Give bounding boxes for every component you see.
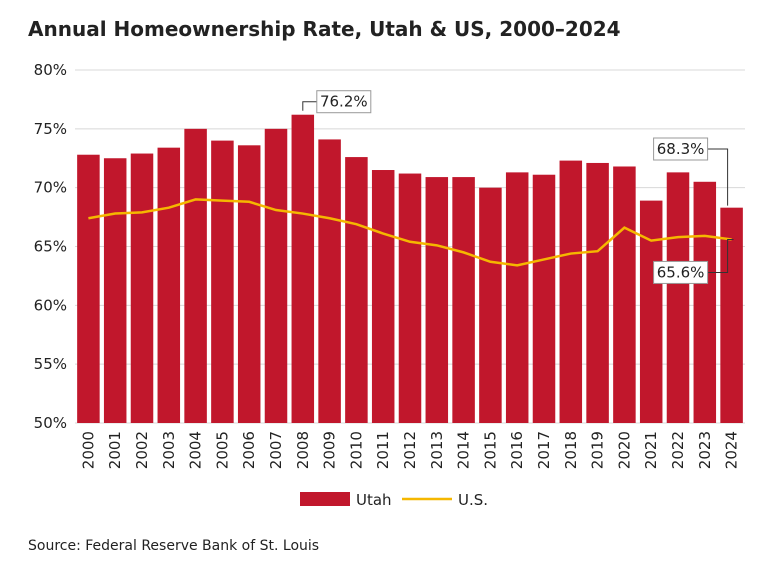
x-tick-label: 2011 (374, 431, 392, 469)
legend-label: Utah (356, 491, 392, 509)
bar (559, 160, 583, 423)
bar (532, 174, 556, 423)
y-tick-label: 70% (34, 179, 67, 197)
x-tick-label: 2022 (669, 431, 687, 469)
legend-swatch (300, 492, 350, 506)
y-tick-label: 80% (34, 61, 67, 79)
x-tick-label: 2000 (79, 431, 97, 469)
value-label: 65.6% (657, 263, 705, 281)
value-label: 76.2% (320, 93, 368, 111)
x-tick-label: 2023 (696, 431, 714, 469)
x-tick-label: 2007 (267, 431, 285, 469)
x-tick-label: 2006 (240, 431, 258, 469)
x-tick-label: 2001 (106, 431, 124, 469)
bar (613, 166, 636, 423)
chart-title: Annual Homeownership Rate, Utah & US, 20… (28, 17, 621, 41)
y-tick-label: 55% (34, 355, 67, 373)
x-tick-label: 2024 (723, 431, 741, 469)
bar (639, 200, 663, 423)
bar (371, 170, 395, 423)
x-tick-label: 2018 (562, 431, 580, 469)
bar (130, 153, 154, 423)
legend-label: U.S. (458, 491, 488, 509)
x-tick-label: 2014 (455, 431, 473, 469)
x-tick-label: 2013 (428, 431, 446, 469)
source-note: Source: Federal Reserve Bank of St. Loui… (28, 538, 319, 554)
x-tick-label: 2017 (535, 431, 553, 469)
y-tick-label: 65% (34, 238, 67, 256)
y-tick-label: 75% (34, 120, 67, 138)
x-tick-label: 2015 (481, 431, 499, 469)
x-tick-label: 2021 (642, 431, 660, 469)
y-tick-label: 60% (34, 296, 67, 314)
x-tick-label: 2002 (133, 431, 151, 469)
bar (318, 139, 341, 423)
bar (720, 207, 743, 423)
x-tick-label: 2020 (615, 431, 633, 469)
line (88, 198, 732, 267)
bar (425, 177, 449, 423)
x-tick-label: 2012 (401, 431, 419, 469)
bar (693, 181, 717, 423)
bar (345, 157, 368, 423)
callout-box (316, 90, 372, 114)
y-tick-label: 50% (34, 414, 67, 432)
callout-line (302, 101, 317, 111)
bar (264, 128, 288, 424)
bar (452, 177, 475, 423)
x-tick-label: 2016 (508, 431, 526, 469)
bar (398, 173, 422, 423)
bar (666, 172, 690, 423)
callout-box (653, 260, 709, 284)
bar (103, 158, 127, 423)
callout-line (707, 238, 734, 273)
bar (505, 172, 529, 423)
bar (237, 145, 261, 423)
bar (586, 162, 609, 423)
callout-line (707, 148, 729, 206)
x-tick-label: 2010 (347, 431, 365, 469)
x-tick-label: 2019 (589, 431, 607, 469)
x-tick-label: 2009 (321, 431, 339, 469)
bar (157, 147, 181, 423)
x-tick-label: 2004 (187, 431, 205, 469)
bar (211, 140, 234, 423)
x-tick-label: 2008 (294, 431, 312, 469)
bar (479, 187, 502, 423)
value-label: 68.3% (657, 140, 705, 158)
x-tick-label: 2003 (160, 431, 178, 469)
bar (291, 114, 315, 424)
bar (77, 154, 100, 423)
callout-box (653, 137, 709, 161)
x-tick-label: 2005 (213, 431, 231, 469)
bar (184, 128, 207, 424)
